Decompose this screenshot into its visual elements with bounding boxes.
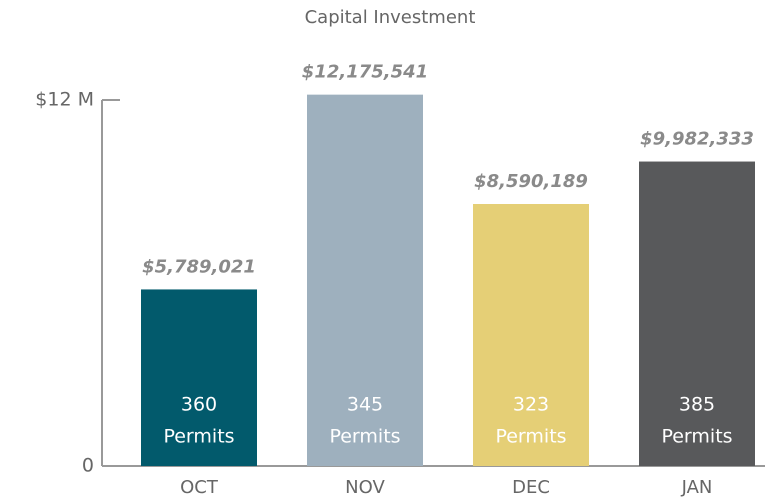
x-tick-label: JAN xyxy=(681,477,713,498)
x-tick-label: OCT xyxy=(180,477,219,498)
y-tick-label: 0 xyxy=(82,455,94,477)
permit-label: Permits xyxy=(661,426,732,448)
chart-title: Capital Investment xyxy=(305,7,476,28)
permit-count: 323 xyxy=(513,394,549,416)
permit-count: 360 xyxy=(181,394,217,416)
value-label: $8,590,189 xyxy=(474,171,588,192)
permit-label: Permits xyxy=(163,426,234,448)
permit-count: 385 xyxy=(679,394,715,416)
bar xyxy=(473,203,589,466)
permit-label: Permits xyxy=(495,426,566,448)
y-tick-label: $12 M xyxy=(35,89,94,111)
permit-label: Permits xyxy=(329,426,400,448)
bar xyxy=(307,94,423,466)
bar xyxy=(639,161,755,466)
value-label: $9,982,333 xyxy=(640,129,754,150)
value-label: $12,175,541 xyxy=(302,62,428,83)
value-label: $5,789,021 xyxy=(142,256,256,277)
bar xyxy=(141,289,257,466)
permit-count: 345 xyxy=(347,394,383,416)
x-tick-label: NOV xyxy=(345,477,385,498)
x-tick-label: DEC xyxy=(512,477,550,498)
